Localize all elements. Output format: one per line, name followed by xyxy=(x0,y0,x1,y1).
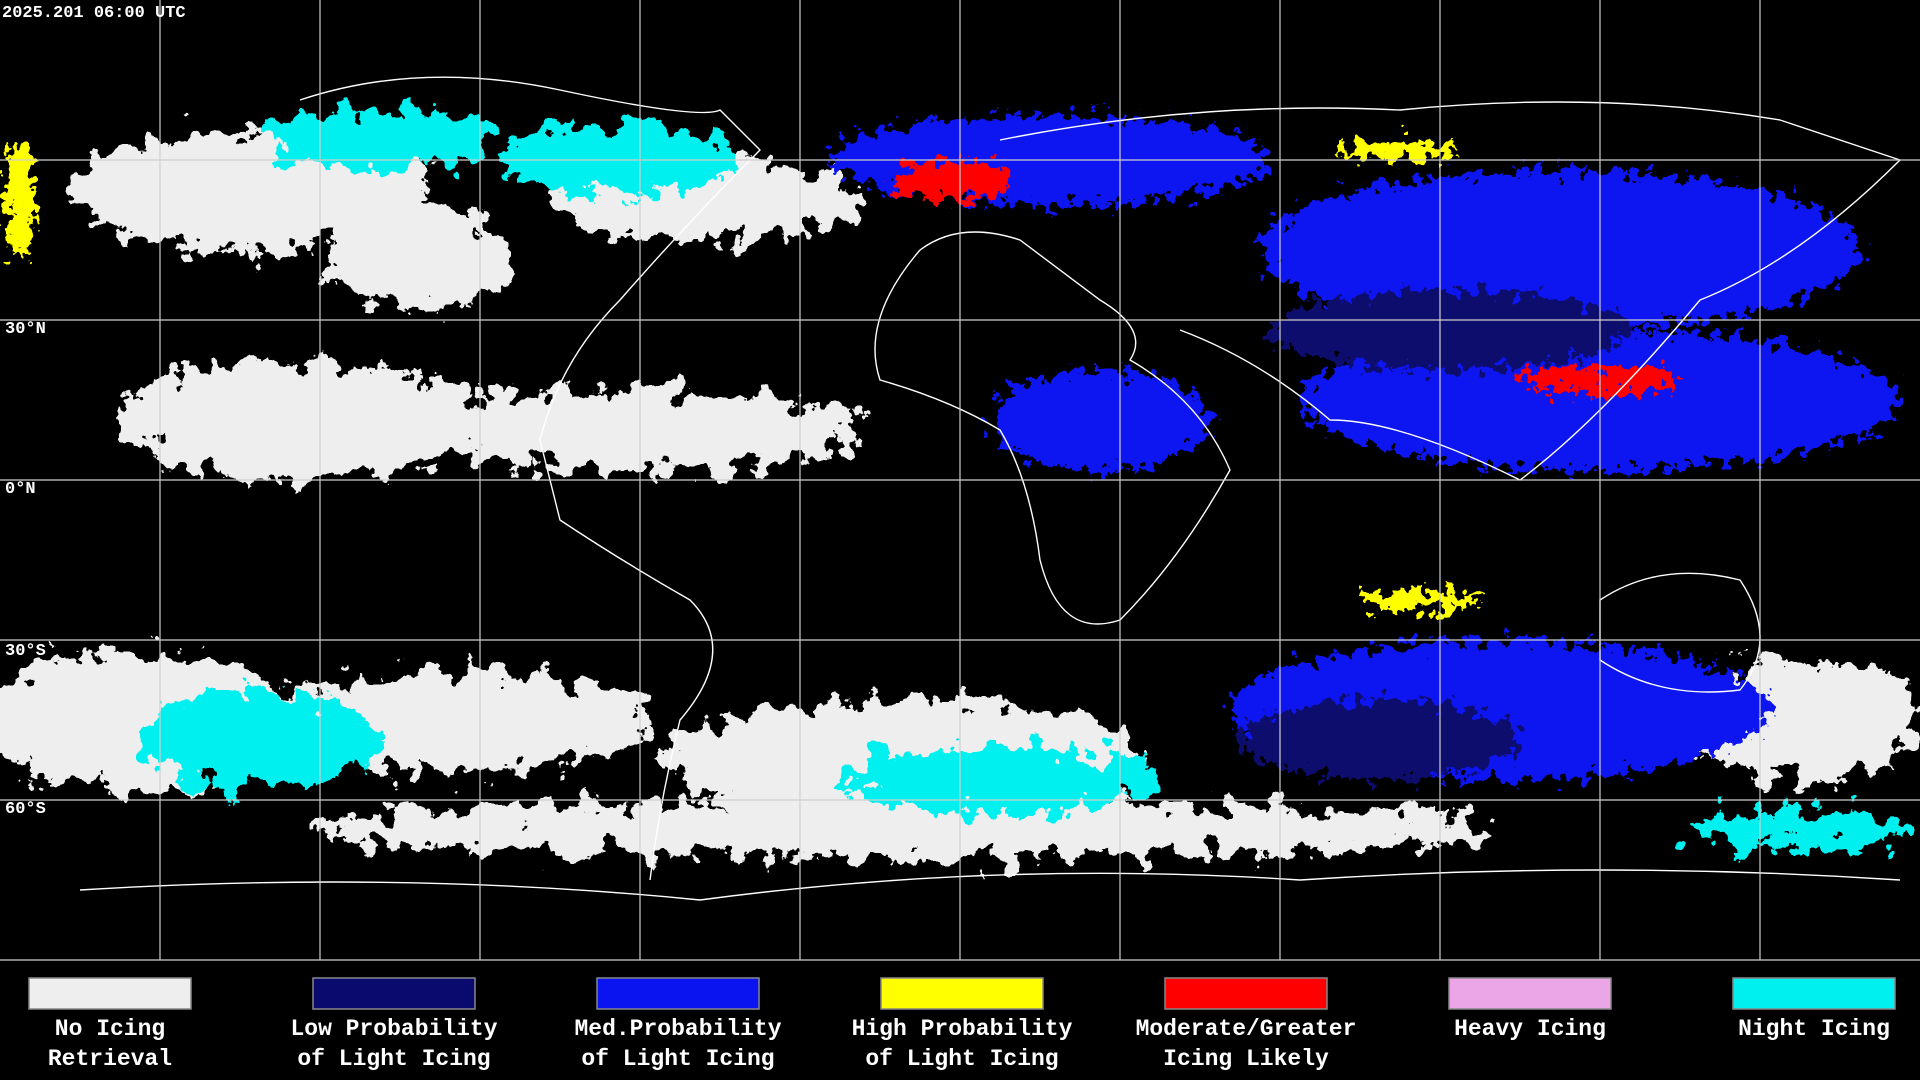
cloud-region xyxy=(120,360,480,480)
cloud-region xyxy=(270,110,490,170)
cloud-region xyxy=(1360,590,1480,610)
cloud-region xyxy=(330,210,510,310)
legend: No Icing Retrieval Low Probability of Light… xyxy=(28,977,1896,1072)
legend-label: High Probability xyxy=(852,1016,1073,1042)
legend-label: Med.Probability xyxy=(574,1016,781,1042)
cloud-region xyxy=(300,802,1500,858)
cloud-region xyxy=(840,745,1160,815)
cloud-region xyxy=(1690,810,1910,850)
cloud-region xyxy=(990,370,1210,470)
coastline xyxy=(999,101,1902,481)
legend-label: of Light Icing xyxy=(581,1046,774,1072)
legend-label: No Icing xyxy=(55,1016,165,1042)
timestamp: 2025.201 06:00 UTC xyxy=(2,4,186,23)
latitude-label: 30°S xyxy=(5,642,46,661)
latitude-label: 60°S xyxy=(5,800,46,819)
graticule xyxy=(0,0,1920,960)
latitude-label: 0°N xyxy=(5,480,36,499)
legend-label: Icing Likely xyxy=(1163,1046,1329,1072)
cloud-layer xyxy=(0,110,1920,858)
legend-label: of Light Icing xyxy=(865,1046,1058,1072)
legend-label: Low Probability xyxy=(290,1016,497,1042)
legend-swatch xyxy=(1448,977,1612,1010)
legend-swatch xyxy=(28,977,192,1010)
legend-label: Retrieval xyxy=(48,1046,172,1072)
cloud-region xyxy=(1260,170,1860,330)
cloud-region xyxy=(1340,140,1460,160)
legend-label: Moderate/Greater xyxy=(1136,1016,1357,1042)
cloud-region xyxy=(6,140,34,260)
legend-label: Night Icing xyxy=(1738,1016,1890,1042)
legend-swatch xyxy=(880,977,1044,1010)
cloud-region xyxy=(890,160,1010,200)
legend-swatch xyxy=(596,977,760,1010)
coastline xyxy=(299,76,761,881)
legend-label: Heavy Icing xyxy=(1454,1016,1606,1042)
legend-swatch xyxy=(312,977,476,1010)
legend-swatch xyxy=(1732,977,1896,1010)
latitude-label: 30°N xyxy=(5,320,46,339)
cloud-region xyxy=(1240,700,1520,780)
cloud-region xyxy=(1270,290,1630,370)
legend-swatch xyxy=(1164,977,1328,1010)
cloud-region xyxy=(140,690,380,790)
latitude-labels: 30°N 0°N 30°S 60°S xyxy=(5,320,46,819)
legend-label: of Light Icing xyxy=(297,1046,490,1072)
